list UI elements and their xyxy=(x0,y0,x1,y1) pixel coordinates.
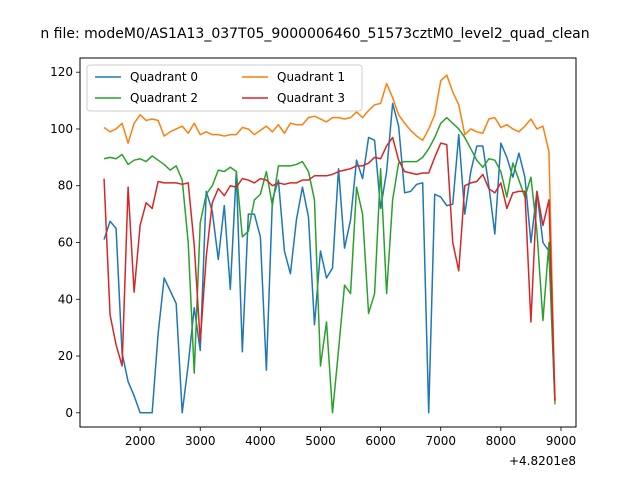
legend-item-quadrant-0: Quadrant 0 xyxy=(95,70,198,84)
legend-label: Quadrant 2 xyxy=(130,91,198,105)
series-line-quadrant-2 xyxy=(103,116,556,414)
x-tick-label: 4000 xyxy=(245,434,276,448)
series-line-quadrant-0 xyxy=(103,102,556,414)
x-tick-label: 7000 xyxy=(425,434,456,448)
x-tick-label: 3000 xyxy=(185,434,216,448)
y-tick-label: 0 xyxy=(65,406,73,420)
x-tick-label: 9000 xyxy=(546,434,577,448)
y-tick-label: 80 xyxy=(58,179,73,193)
legend: Quadrant 0 Quadrant 1 Quadrant 2 Quadrant 3 xyxy=(86,64,363,112)
x-tick-label: 2000 xyxy=(125,434,156,448)
legend-label: Quadrant 3 xyxy=(277,91,345,105)
y-tick-label: 60 xyxy=(58,236,73,250)
legend-item-quadrant-1: Quadrant 1 xyxy=(242,70,345,84)
x-tick-label: 8000 xyxy=(486,434,517,448)
x-tick-label: 6000 xyxy=(365,434,396,448)
legend-item-quadrant-2: Quadrant 2 xyxy=(95,91,198,105)
series-line-quadrant-3 xyxy=(103,136,556,401)
legend-item-quadrant-3: Quadrant 3 xyxy=(242,91,345,105)
legend-label: Quadrant 1 xyxy=(277,70,345,84)
y-tick-label: 100 xyxy=(50,122,73,136)
plot-frame xyxy=(79,57,577,428)
legend-box xyxy=(86,64,363,112)
plot-series xyxy=(103,74,556,414)
y-tick-label: 20 xyxy=(58,349,73,363)
series-line-quadrant-1 xyxy=(103,74,556,405)
x-offset-label: +4.8201e8 xyxy=(509,454,576,468)
x-axis: 2000 3000 4000 5000 6000 7000 8000 9000 xyxy=(125,427,576,448)
chart-title: n file: modeM0/AS1A13_037T05_9000006460_… xyxy=(40,26,589,42)
legend-label: Quadrant 0 xyxy=(130,70,198,84)
x-tick-label: 5000 xyxy=(305,434,336,448)
y-tick-label: 120 xyxy=(50,65,73,79)
y-axis: 0 20 40 60 80 100 120 xyxy=(50,65,80,420)
y-tick-label: 40 xyxy=(58,292,73,306)
